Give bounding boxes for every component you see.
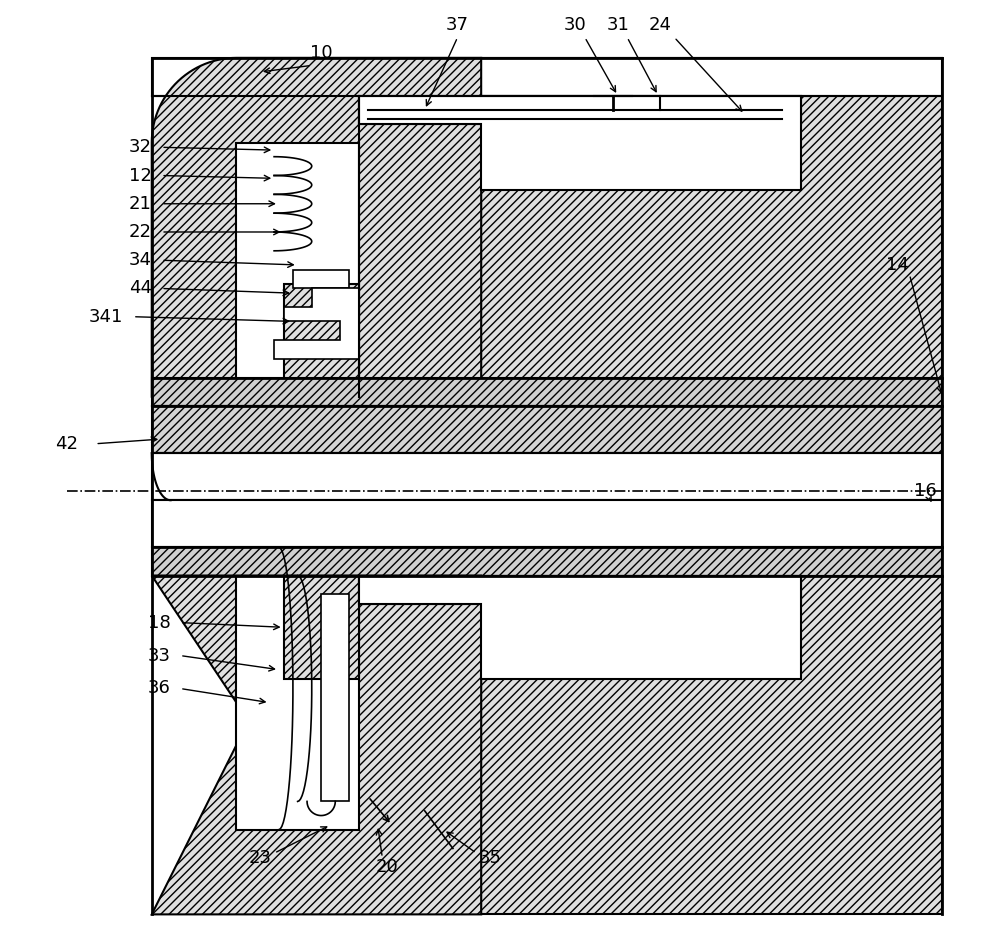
Polygon shape xyxy=(274,289,359,359)
Polygon shape xyxy=(359,95,801,190)
Text: 21: 21 xyxy=(129,194,152,212)
Polygon shape xyxy=(359,95,801,124)
Text: 14: 14 xyxy=(886,256,909,274)
Polygon shape xyxy=(152,576,481,915)
Text: 24: 24 xyxy=(649,16,672,34)
Polygon shape xyxy=(152,58,481,396)
Polygon shape xyxy=(152,406,942,453)
Text: 16: 16 xyxy=(914,481,937,499)
Polygon shape xyxy=(481,58,942,396)
Text: 42: 42 xyxy=(56,435,79,453)
Text: 44: 44 xyxy=(129,279,152,297)
Text: 33: 33 xyxy=(148,647,171,665)
Text: 23: 23 xyxy=(248,849,271,867)
Polygon shape xyxy=(481,576,942,915)
Text: 20: 20 xyxy=(376,858,398,876)
Polygon shape xyxy=(236,143,359,396)
Text: 10: 10 xyxy=(310,44,332,62)
Text: 18: 18 xyxy=(148,614,171,632)
Polygon shape xyxy=(284,576,359,679)
Text: 31: 31 xyxy=(606,16,629,34)
Polygon shape xyxy=(359,576,801,679)
Text: 34: 34 xyxy=(129,251,152,269)
Polygon shape xyxy=(152,548,942,576)
Text: 36: 36 xyxy=(148,680,171,698)
Polygon shape xyxy=(284,284,359,396)
Polygon shape xyxy=(236,576,359,830)
Text: 32: 32 xyxy=(129,138,152,157)
Polygon shape xyxy=(293,270,349,289)
Text: 37: 37 xyxy=(446,16,469,34)
Polygon shape xyxy=(321,595,349,801)
Polygon shape xyxy=(152,500,942,548)
Text: 30: 30 xyxy=(564,16,587,34)
Text: 22: 22 xyxy=(129,223,152,241)
Polygon shape xyxy=(152,378,942,406)
Text: 12: 12 xyxy=(129,166,152,184)
Polygon shape xyxy=(152,453,942,500)
Text: 35: 35 xyxy=(479,849,502,867)
Polygon shape xyxy=(152,58,942,95)
Text: 341: 341 xyxy=(89,308,124,326)
Polygon shape xyxy=(359,576,801,604)
